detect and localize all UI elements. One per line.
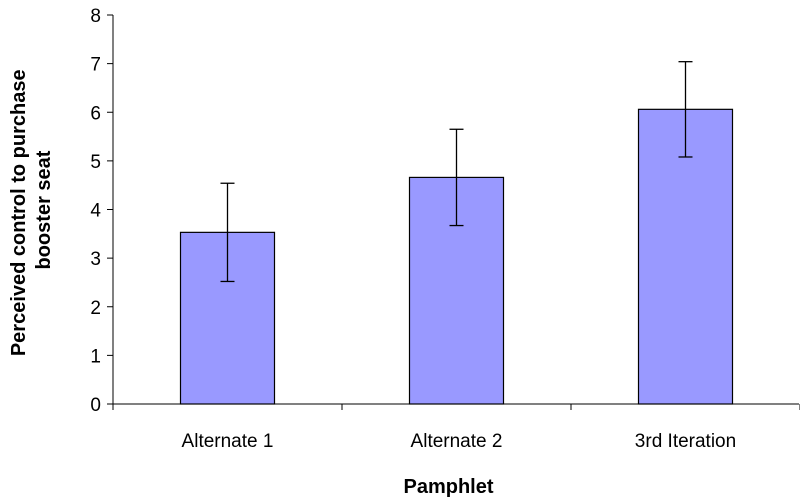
- y-tick-label: 6: [90, 103, 101, 124]
- x-tick-label: Alternate 2: [411, 431, 503, 452]
- x-axis-title: Pamphlet: [403, 476, 493, 498]
- y-axis-title-line-2: booster seat: [33, 150, 55, 269]
- y-tick-label: 4: [90, 201, 101, 222]
- x-axis-ticks: Alternate 1 Alternate 2 3rd Iteration: [112, 404, 800, 452]
- y-axis-ticks: 0 1 2 3 4 5 6 7 8: [90, 6, 113, 416]
- y-tick-label: 8: [90, 6, 101, 27]
- y-tick-label: 3: [90, 249, 101, 270]
- y-tick-label: 0: [90, 395, 101, 416]
- x-tick-label: 3rd Iteration: [635, 431, 736, 452]
- error-bars: [220, 61, 693, 283]
- y-tick-label: 2: [90, 298, 101, 319]
- x-tick-label: Alternate 1: [182, 431, 274, 452]
- y-tick-label: 1: [90, 346, 101, 367]
- y-axis-title-line-1: Perceived control to purchase: [8, 69, 30, 356]
- y-tick-label: 7: [90, 55, 101, 76]
- y-tick-label: 5: [90, 152, 101, 173]
- y-axis-title: Perceived control to purchase booster se…: [8, 64, 55, 356]
